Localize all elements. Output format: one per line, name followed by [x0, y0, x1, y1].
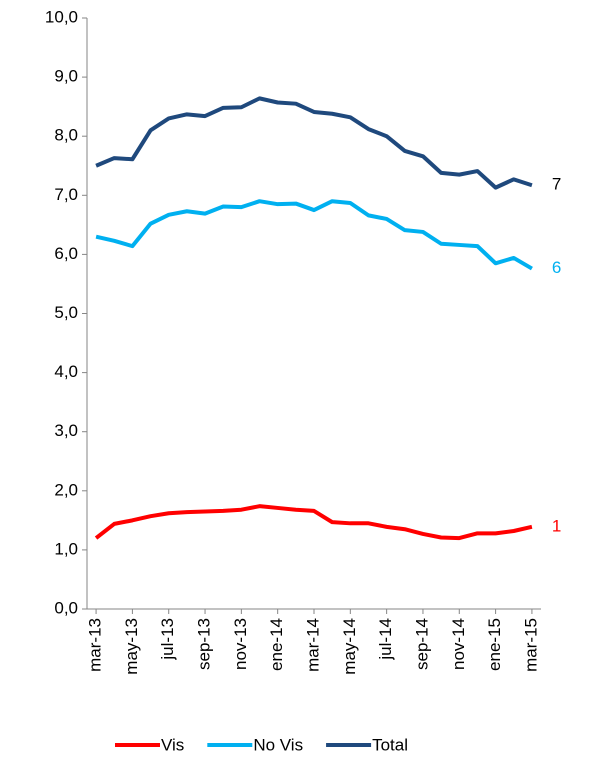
x-tick-label: mar-13 [86, 618, 105, 672]
y-tick-label: 6,0 [54, 244, 78, 263]
data-label: 7 [552, 175, 561, 194]
x-tick-label: sep-13 [195, 618, 214, 670]
x-tick-label: may-14 [340, 618, 359, 675]
data-label: 1 [552, 516, 561, 535]
x-tick-label: jul-13 [158, 618, 177, 661]
legend-label: No Vis [253, 735, 303, 754]
y-tick-label: 1,0 [54, 539, 78, 558]
legend-label: Vis [161, 735, 184, 754]
legend-label: Total [372, 735, 408, 754]
x-tick-label: nov-14 [449, 618, 468, 670]
series-line [95, 199, 533, 271]
x-tick-label: nov-13 [231, 618, 250, 670]
y-tick-label: 0,0 [54, 598, 78, 617]
x-tick-label: ene-15 [485, 618, 504, 671]
x-tick-label: mar-14 [303, 618, 322, 672]
y-tick-label: 3,0 [54, 421, 78, 440]
y-tick-label: 4,0 [54, 362, 78, 381]
y-tick-label: 9,0 [54, 67, 78, 86]
y-tick-label: 10,0 [45, 7, 78, 26]
y-tick-label: 2,0 [54, 480, 78, 499]
y-tick-label: 7,0 [54, 185, 78, 204]
data-label: 6 [552, 258, 561, 277]
x-tick-label: ene-14 [267, 618, 286, 671]
y-tick-label: 8,0 [54, 126, 78, 145]
x-tick-label: jul-14 [376, 618, 395, 661]
x-tick-label: may-13 [122, 618, 141, 675]
x-tick-label: sep-14 [412, 618, 431, 670]
y-tick-label: 5,0 [54, 303, 78, 322]
series-line [94, 504, 533, 541]
x-tick-label: mar-15 [521, 618, 540, 672]
series-line [95, 96, 533, 190]
